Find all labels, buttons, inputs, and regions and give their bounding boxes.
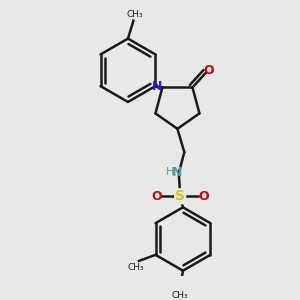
Text: N: N bbox=[152, 80, 163, 93]
Text: CH₃: CH₃ bbox=[127, 10, 143, 19]
Text: CH₃: CH₃ bbox=[128, 262, 144, 272]
Text: O: O bbox=[203, 64, 214, 76]
Text: O: O bbox=[151, 190, 161, 203]
Text: N: N bbox=[172, 166, 183, 179]
Text: CH₃: CH₃ bbox=[172, 290, 188, 299]
Text: S: S bbox=[175, 189, 185, 203]
Text: O: O bbox=[199, 190, 209, 203]
Text: H: H bbox=[166, 167, 174, 177]
